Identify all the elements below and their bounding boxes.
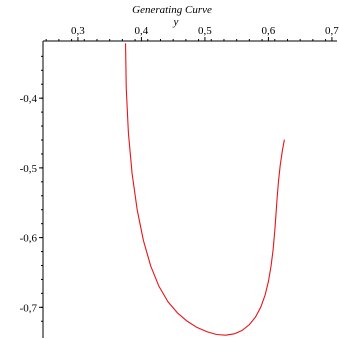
x-axis-ticks: 0,3 0,4 0,5 0,6 0,7 <box>46 25 339 41</box>
y-tick-label: -0,6 <box>20 233 38 245</box>
x-tick-label: 0,7 <box>325 25 339 37</box>
x-tick-label: 0,6 <box>262 25 276 37</box>
x-tick-label: 0,4 <box>135 25 149 37</box>
x-tick-label: 0,3 <box>71 25 85 37</box>
y-tick-label: -0,5 <box>20 163 38 175</box>
series-layer <box>126 44 285 335</box>
x-tick-label: 0,5 <box>198 25 212 37</box>
y-tick-label: -0,4 <box>20 93 38 105</box>
y-tick-label: -0,7 <box>20 302 38 314</box>
curve-line <box>126 44 285 335</box>
y-axis-ticks: -0,4 -0,5 -0,6 -0,7 <box>20 56 43 321</box>
chart-title: Generating Curve <box>132 4 212 16</box>
x-axis-label: y <box>173 16 179 28</box>
